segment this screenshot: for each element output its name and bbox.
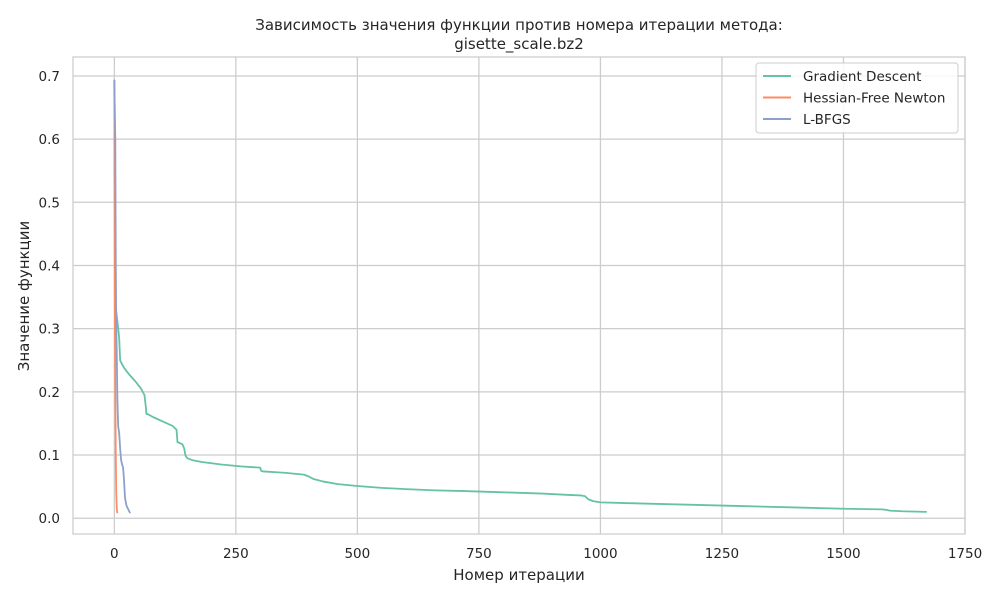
chart-title-line1: Зависимость значения функции против номе…	[255, 16, 783, 34]
chart-title-line2: gisette_scale.bz2	[454, 35, 584, 54]
y-tick-label: 0.7	[39, 69, 60, 85]
x-axis-ticks: 0 250 500 750 1000 1250 1500 1750	[110, 546, 982, 562]
x-tick-label: 1000	[583, 546, 617, 562]
y-tick-label: 0.0	[39, 511, 60, 527]
x-tick-label: 1500	[826, 546, 860, 562]
x-tick-label: 250	[223, 546, 249, 562]
series-line-gradient-descent	[113, 79, 928, 513]
legend-box	[755, 62, 959, 134]
series-line-l-bfgs	[113, 79, 131, 514]
y-axis-ticks: 0.0 0.1 0.2 0.3 0.4 0.5 0.6 0.7	[39, 69, 60, 527]
x-axis-label: Номер итерации	[453, 566, 584, 584]
plot-frame	[72, 56, 966, 535]
x-tick-label: 500	[344, 546, 370, 562]
y-tick-label: 0.3	[39, 322, 60, 338]
legend-label-hessian-free-newton: Hessian-Free Newton	[803, 91, 945, 107]
legend-label-l-bfgs: L-BFGS	[803, 112, 851, 128]
x-tick-label: 750	[466, 546, 492, 562]
x-tick-label: 1250	[705, 546, 739, 562]
series-line-hessian-free-newton	[113, 79, 119, 514]
y-tick-label: 0.6	[39, 132, 60, 148]
plot-area	[72, 56, 966, 535]
x-tick-label: 1750	[948, 546, 982, 562]
x-tick-label: 0	[110, 546, 119, 562]
series-layer	[113, 79, 928, 514]
y-tick-label: 0.4	[39, 258, 60, 274]
y-tick-label: 0.2	[39, 385, 60, 401]
legend-label-gradient-descent: Gradient Descent	[803, 69, 921, 85]
y-tick-label: 0.5	[39, 195, 60, 211]
y-tick-label: 0.1	[39, 448, 60, 464]
legend: Gradient Descent Hessian-Free Newton L-BFG…	[755, 62, 959, 134]
y-axis-label: Значение функции	[15, 221, 33, 372]
